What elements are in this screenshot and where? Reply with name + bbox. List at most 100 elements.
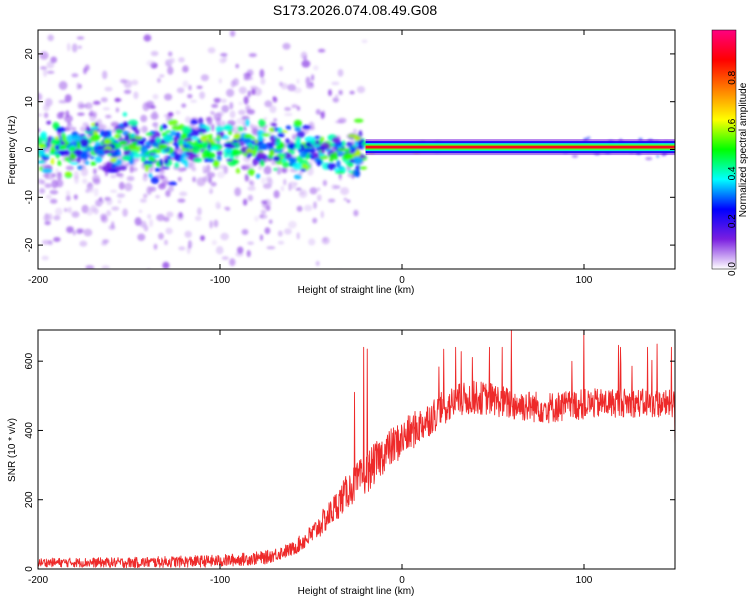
spectrogram-noise-blob [142,102,150,112]
spectrogram-y-tick-label: 0 [24,146,35,152]
colorbar-tick-label: 0.8 [727,70,738,84]
spectrogram-noise-blob [98,124,107,132]
spectrogram-carrier-blob [216,150,223,157]
spectrogram-noise-blob [143,34,152,42]
spectrogram-carrier-blob [39,166,43,172]
spectrogram-noise-blob [209,220,213,229]
spectrogram-carrier-blob [269,148,275,157]
spectrogram-carrier-blob [174,162,180,169]
spectrogram-noise-blob [229,102,234,110]
spectrogram-noise-blob [39,51,49,60]
spectrogram-carrier-blob [199,136,208,142]
spectrogram-noise-blob [152,94,159,100]
spectrogram-carrier-blob [122,121,129,128]
snr-y-tick-label: 600 [24,352,35,369]
spectrogram-noise-blob [309,187,318,195]
snr-y-tick-label: 400 [24,422,35,439]
spectrogram-noise-blob [122,208,128,217]
spectrogram-noise-blob [213,112,222,121]
spectrogram-noise-blob [163,216,170,222]
spectrogram-noise-blob [67,206,72,214]
spectrogram-noise-blob [266,246,276,250]
spectrogram-noise-blob [149,186,157,192]
spectrogram-carrier-blob [155,137,162,144]
spectrogram-noise-blob [176,87,185,94]
spectrogram-noise-blob [100,215,108,223]
spectrogram-carrier-blob [46,120,52,125]
spectrogram-noise-blob [41,255,49,261]
spectrogram-carrier-blob [106,168,118,174]
spectrogram-carrier-blob [50,140,59,145]
spectrogram-noise-blob [209,187,214,194]
spectrogram-carrier-blob [254,139,259,144]
colorbar-tick-label: 0.0 [727,262,738,276]
spectrogram-noise-blob [55,179,64,188]
spectrogram-x-axis-label: Height of straight line (km) [298,285,415,296]
spectrogram-noise-blob [39,188,46,194]
spectrogram-noise-blob [281,167,287,174]
spectrogram-carrier-blob [197,127,208,134]
spectrogram-carrier-blob [86,127,92,132]
spectrogram-noise-blob [178,167,187,172]
spectrogram-noise-blob [242,198,248,206]
spectrogram-noise-blob [173,20,176,28]
spectrogram-tone-haze [571,154,579,158]
spectrogram-noise-blob [261,177,266,184]
spectrogram-noise-blob [320,111,325,120]
spectrogram-noise-blob [260,209,267,215]
spectrogram-noise-blob [71,43,78,53]
spectrogram-carrier-blob [189,129,200,137]
colorbar-ticks: 0.0 0.2 0.4 0.6 0.8 [727,70,738,276]
spectrogram-carrier-blob [258,142,266,151]
spectrogram-carrier-blob [103,138,112,145]
spectrogram-noise-blob [268,219,273,224]
spectrogram-carrier-blob [271,122,277,127]
spectrogram-noise-blob [247,90,251,98]
spectrogram-carrier-blob [301,125,311,130]
spectrogram-noise-blob [305,76,311,86]
spectrogram-carrier-blob [360,155,367,159]
spectrogram-noise-blob [320,210,324,219]
spectrogram-noise-blob [111,206,120,211]
spectrogram-noise-blob [123,89,132,95]
spectrogram-carrier-blob [237,126,244,132]
spectrogram-carrier-blob [110,157,117,163]
spectrogram-carrier-blob [95,155,103,163]
spectrogram-noise-blob [217,204,221,209]
spectrogram-carrier-blob [198,117,204,126]
snr-panel: -200 -100 0 100 0 200 400 600 Height of straig… [7,329,676,597]
colorbar: 0.0 0.2 0.4 0.6 0.8 Normalized spectral ampl… [711,29,749,276]
spectrogram-carrier-blob [175,131,181,139]
spectrogram-carrier-blob [191,145,201,154]
spectrogram-tone-haze [587,136,591,140]
spectrogram-noise-blob [315,109,321,115]
spectrogram-noise-blob [79,240,88,247]
spectrogram-noise-blob [160,176,168,182]
spectrogram-noise-blob [340,187,350,196]
spectrogram-carrier-blob [296,130,305,139]
spectrogram-noise-blob [229,110,236,119]
snr-x-tick-label: 100 [576,575,593,586]
spectrogram-carrier-blob [336,160,341,168]
spectrogram-noise-blob [131,79,139,86]
spectrogram-carrier-blob [317,146,328,151]
spectrogram-noise-blob [234,187,242,197]
spectrogram-noise-blob [260,77,266,85]
spectrogram-noise-blob [124,182,133,192]
spectrogram-noise-blob [246,69,254,77]
spectrogram-noise-blob [261,200,268,205]
spectrogram-noise-blob [199,91,206,100]
spectrogram-carrier-blob [277,132,285,138]
spectrogram-noise-blob [206,164,211,173]
spectrogram-noise-blob [226,88,235,97]
spectrogram-noise-blob [95,199,103,207]
spectrogram-noise-blob [219,57,226,64]
spectrogram-carrier-blob [268,127,275,133]
spectrogram-carrier-blob [276,138,281,144]
spectrogram-frame [37,29,676,270]
spectrogram-noise-blob [134,217,142,226]
spectrogram-noise-blob [207,47,216,54]
spectrogram-carrier-blob [314,140,320,145]
spectrogram-carrier-blob [300,168,307,172]
